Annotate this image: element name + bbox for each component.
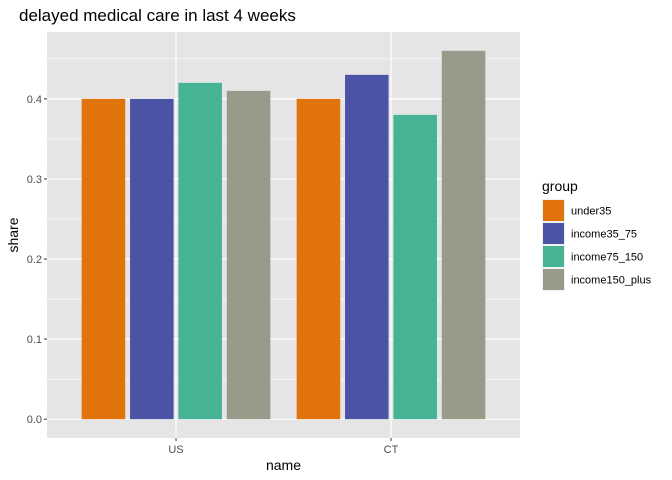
legend-title: group — [542, 178, 578, 194]
legend-label-income150_plus: income150_plus — [571, 275, 652, 287]
legend-swatch-under35 — [543, 200, 564, 221]
y-tick-label: 0.4 — [27, 94, 42, 106]
legend-swatch-income35_75 — [543, 223, 564, 244]
legend-label-income35_75: income35_75 — [571, 229, 637, 241]
bar-CT-under35 — [296, 98, 341, 420]
x-tick-label: US — [168, 444, 183, 456]
bar-US-income75_150 — [178, 82, 222, 420]
y-tick-label: 0.0 — [27, 414, 42, 426]
legend-swatch-income75_150 — [543, 246, 564, 267]
x-axis-ticks: US CT — [168, 438, 399, 456]
bar-US-income35_75 — [130, 98, 174, 420]
gridlines — [47, 32, 520, 438]
bar-CT-income75_150 — [393, 114, 437, 420]
y-tick-label: 0.2 — [27, 254, 42, 266]
bar-CT-income150_plus — [441, 50, 486, 420]
y-axis-ticks: 0.0 0.1 0.2 0.3 0.4 — [27, 94, 47, 426]
chart-title: delayed medical care in last 4 weeks — [19, 6, 296, 25]
bar-US-under35 — [81, 98, 126, 420]
bar-CT-income35_75 — [345, 74, 389, 420]
y-axis-title: share — [5, 217, 21, 252]
y-tick-label: 0.3 — [27, 174, 42, 186]
legend-label-income75_150: income75_150 — [571, 252, 643, 264]
bar-US-income150_plus — [226, 90, 271, 420]
x-axis-title: name — [266, 457, 301, 473]
legend-swatch-income150_plus — [543, 269, 564, 290]
legend: group under35 income35_75 income75_150inco… — [542, 178, 652, 291]
y-tick-label: 0.1 — [27, 334, 42, 346]
legend-label-under35: under35 — [571, 206, 611, 218]
x-tick-label: CT — [384, 444, 399, 456]
plot-panel — [47, 32, 520, 438]
bars — [81, 50, 486, 420]
